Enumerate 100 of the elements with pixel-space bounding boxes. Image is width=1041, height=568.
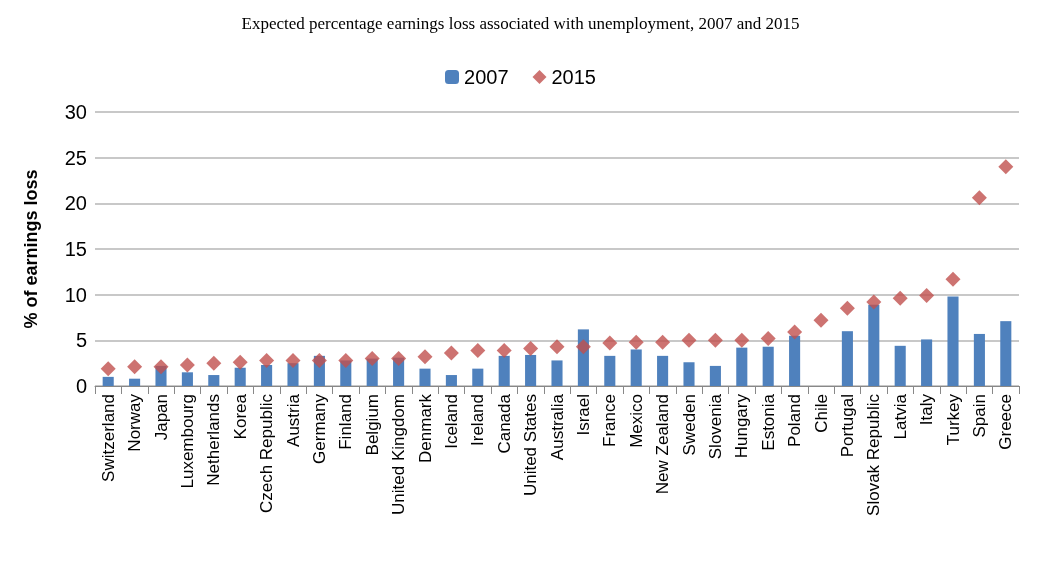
x-tick-label: Netherlands xyxy=(204,394,224,486)
x-tick-label: Switzerland xyxy=(98,394,118,482)
x-tick-label: Turkey xyxy=(943,393,963,446)
bar xyxy=(604,355,616,386)
point xyxy=(232,354,248,370)
bar xyxy=(841,331,853,386)
x-tick-label: United Kingdom xyxy=(389,394,409,515)
x-tick-label: Japan xyxy=(151,394,171,441)
y-axis-title: % of earnings loss xyxy=(21,169,41,329)
x-tick-label: United States xyxy=(521,394,541,497)
bar xyxy=(551,360,563,386)
bar xyxy=(208,375,220,386)
point xyxy=(153,359,169,375)
bar xyxy=(234,367,246,386)
point xyxy=(575,339,591,355)
bar xyxy=(445,375,457,386)
bar xyxy=(973,333,985,386)
y-tick-label: 30 xyxy=(64,101,87,123)
point xyxy=(523,341,539,357)
x-tick-label: Latvia xyxy=(890,393,910,440)
point xyxy=(971,190,987,206)
x-tick-label: Iceland xyxy=(441,394,461,449)
bar xyxy=(894,345,906,386)
point xyxy=(206,355,222,371)
x-tick-label: Israel xyxy=(573,394,593,436)
bar xyxy=(868,304,880,386)
x-tick-label: Germany xyxy=(309,393,329,464)
point xyxy=(866,294,882,310)
x-tick-label: Belgium xyxy=(362,394,382,456)
bar xyxy=(789,335,801,386)
bar xyxy=(525,354,537,386)
bar xyxy=(287,363,299,386)
point xyxy=(549,339,565,355)
bar xyxy=(657,355,669,386)
point xyxy=(919,288,935,304)
x-tick-label: Finland xyxy=(336,394,356,450)
point xyxy=(707,332,723,348)
x-tick-label: Poland xyxy=(785,394,805,447)
x-tick-label: Australia xyxy=(547,393,567,461)
x-tick-label: Italy xyxy=(917,393,937,426)
point xyxy=(470,342,486,358)
bar xyxy=(472,368,484,386)
bar xyxy=(498,355,510,386)
x-tick-label: Austria xyxy=(283,393,303,447)
bar xyxy=(762,346,774,386)
point xyxy=(127,359,143,375)
point xyxy=(787,324,803,340)
bar xyxy=(129,378,141,386)
y-tick-label: 5 xyxy=(75,329,87,352)
x-tick-label: Hungary xyxy=(732,393,752,459)
bar xyxy=(261,364,273,386)
point xyxy=(311,352,327,368)
x-tick-label: Portugal xyxy=(837,394,857,458)
point xyxy=(998,159,1014,175)
point xyxy=(285,352,301,368)
x-tick-label: Canada xyxy=(494,393,514,454)
bar xyxy=(419,368,431,386)
x-tick-label: Slovak Republic xyxy=(864,393,884,516)
x-tick-label: Denmark xyxy=(415,393,435,463)
x-tick-label: Norway xyxy=(125,393,145,452)
point xyxy=(813,312,829,328)
point xyxy=(179,357,195,373)
x-tick-label: Spain xyxy=(969,394,989,438)
y-tick-label: 10 xyxy=(64,283,87,306)
y-tick-label: 0 xyxy=(75,375,87,397)
point xyxy=(259,352,275,368)
point xyxy=(338,352,354,368)
bar xyxy=(947,296,959,386)
x-tick-label: New Zealand xyxy=(653,394,673,495)
x-tick-label: France xyxy=(600,394,620,447)
x-tick-label: Mexico xyxy=(626,394,646,448)
x-tick-label: Korea xyxy=(230,393,250,440)
x-tick-label: Ireland xyxy=(468,394,488,446)
point xyxy=(628,334,644,350)
y-tick-label: 25 xyxy=(64,146,87,169)
point xyxy=(364,351,380,367)
y-tick-label: 15 xyxy=(64,238,87,260)
bar xyxy=(736,347,748,386)
point xyxy=(391,351,407,367)
chart-title: Expected percentage earnings loss associated with unemployment, 2007 and 2015 xyxy=(241,14,800,33)
bar xyxy=(1000,321,1012,386)
legend-label: 2007 xyxy=(464,66,509,88)
x-tick-label: Slovenia xyxy=(705,393,725,460)
point xyxy=(417,349,433,365)
x-tick-label: Chile xyxy=(811,394,831,433)
point xyxy=(655,334,671,350)
bar xyxy=(181,372,193,386)
legend-label: 2015 xyxy=(551,66,596,88)
point xyxy=(892,290,908,306)
point xyxy=(734,332,750,348)
x-tick-label: Luxembourg xyxy=(177,394,197,489)
bar xyxy=(102,376,114,386)
point xyxy=(602,335,618,351)
x-tick-label: Czech Republic xyxy=(257,393,277,514)
bar xyxy=(709,365,721,386)
point xyxy=(760,331,776,347)
x-tick-label: Estonia xyxy=(758,393,778,451)
bar xyxy=(630,349,642,386)
bar xyxy=(683,362,695,386)
point xyxy=(945,271,961,287)
